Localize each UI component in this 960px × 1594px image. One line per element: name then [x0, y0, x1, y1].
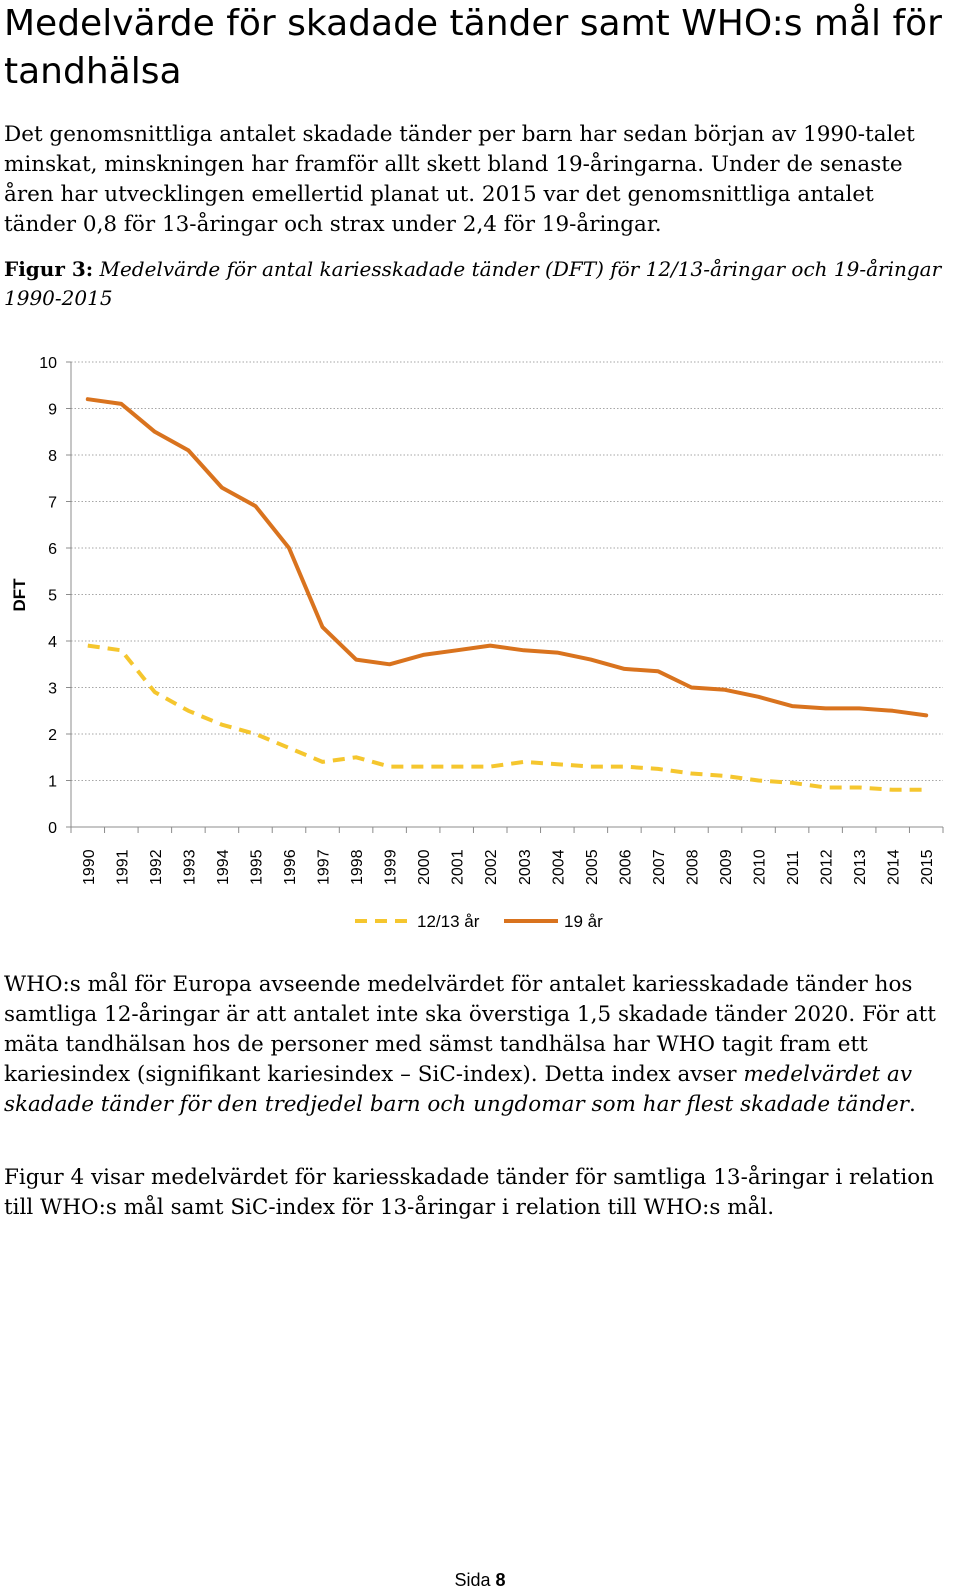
- figure-caption-text: Medelvärde för antal kariesskadade tände…: [4, 257, 942, 310]
- ytick-label-0: 0: [48, 820, 57, 837]
- chart-legend: 12/13 år 19 år: [355, 912, 603, 931]
- xtick-label-2009: 2009: [718, 849, 735, 885]
- xtick-label-1990: 1990: [81, 849, 98, 885]
- xtick-label-1996: 1996: [282, 849, 299, 885]
- figure4-paragraph: Figur 4 visar medelvärdet för kariesskad…: [4, 1165, 935, 1220]
- legend-label-19: 19 år: [564, 912, 603, 931]
- xtick-label-1995: 1995: [248, 849, 265, 885]
- xtick-label-1997: 1997: [316, 849, 333, 885]
- figure-caption: Figur 3: Medelvärde för antal kariesskad…: [4, 255, 949, 313]
- xtick-label-2005: 2005: [584, 849, 601, 885]
- series-line-19-r: [85, 397, 929, 718]
- xtick-label-2000: 2000: [416, 849, 433, 885]
- xtick-label-2014: 2014: [886, 849, 903, 885]
- xtick-label-2001: 2001: [450, 849, 467, 885]
- legend-label-1213: 12/13 år: [417, 912, 480, 931]
- series-line-12-13-r: [87, 643, 927, 792]
- who-paragraph-text-a: WHO:s mål för Europa avseende medelvärde…: [4, 972, 936, 1087]
- ytick-label-2: 2: [48, 727, 57, 744]
- xtick-label-2003: 2003: [517, 849, 534, 885]
- intro-paragraph: Det genomsnittliga antalet skadade tände…: [4, 122, 915, 237]
- xtick-label-2012: 2012: [819, 849, 836, 885]
- footer-label: Sida: [454, 1570, 491, 1590]
- xtick-label-2004: 2004: [550, 849, 567, 885]
- y-axis-label: DFT: [10, 578, 29, 612]
- chart-series: [85, 397, 929, 792]
- figure-caption-lead: Figur 3:: [4, 257, 94, 281]
- xtick-label-2011: 2011: [785, 850, 802, 885]
- xtick-label-1991: 1991: [114, 849, 131, 885]
- xtick-label-1998: 1998: [349, 849, 366, 885]
- xtick-label-2010: 2010: [752, 849, 769, 885]
- ytick-label-1: 1: [48, 774, 57, 791]
- who-paragraph-text-b: .: [908, 1092, 916, 1117]
- xtick-label-2015: 2015: [919, 849, 936, 885]
- xtick-label-1994: 1994: [215, 849, 232, 885]
- ytick-label-8: 8: [48, 448, 57, 465]
- xtick-label-2013: 2013: [852, 849, 869, 885]
- ytick-label-9: 9: [48, 402, 57, 419]
- page-title: Medelvärde för skadade tänder samt WHO:s…: [4, 3, 942, 92]
- ytick-label-4: 4: [48, 634, 57, 651]
- xtick-label-2007: 2007: [651, 849, 668, 885]
- who-paragraph-emphasis: medelvärdet av skadade tänder för den tr…: [4, 1062, 912, 1117]
- xtick-label-1992: 1992: [148, 849, 165, 885]
- ytick-label-5: 5: [48, 588, 57, 605]
- chart-x-ticks: 1990 1991 1992 1993 1994 1995 1996 1997 1998 1999…: [70, 827, 944, 885]
- ytick-label-3: 3: [48, 681, 57, 698]
- ytick-label-6: 6: [48, 541, 57, 558]
- xtick-label-1993: 1993: [181, 849, 198, 885]
- xtick-label-2006: 2006: [617, 849, 634, 885]
- page-number: 8: [495, 1570, 506, 1590]
- who-paragraph: WHO:s mål för Europa avseende medelvärde…: [4, 970, 949, 1120]
- ytick-label-7: 7: [48, 495, 57, 512]
- chart-y-ticks: 0 1 2 3 4 5 6 7 8 9 10: [39, 355, 71, 837]
- ytick-label-10: 10: [39, 355, 57, 372]
- xtick-label-1999: 1999: [383, 849, 400, 885]
- xtick-label-2008: 2008: [684, 849, 701, 885]
- page-footer: Sida 8: [0, 1570, 960, 1591]
- xtick-label-2002: 2002: [483, 849, 500, 885]
